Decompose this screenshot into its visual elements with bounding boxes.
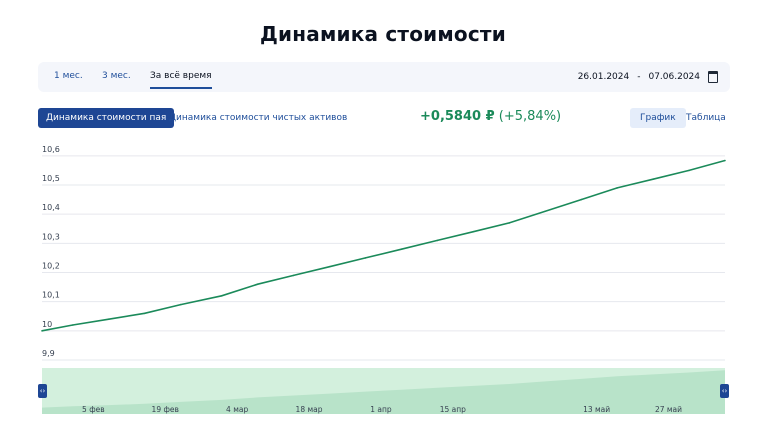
x-tick-label: 1 апр [370,405,392,414]
change-absolute: +0,5840 ₽ [420,109,495,124]
data-point [41,330,43,332]
change-percent: (+5,84%) [498,109,562,124]
navigator-left-handle[interactable]: ‹› [38,384,47,398]
chart-view-button[interactable]: График [630,108,686,128]
data-point [256,283,259,285]
date-from[interactable]: 26.01.2024 [577,72,630,82]
y-tick-label: 9,9 [42,349,55,358]
y-tick-label: 10,3 [42,232,60,241]
data-point [328,265,331,268]
data-point [107,318,110,320]
x-tick-label: 27 май [655,405,682,414]
data-point [544,210,547,213]
y-tick-label: 10,6 [42,145,60,154]
period-bar: 1 мес. 3 мес. За всё время 26.01.2024 - … [38,62,730,92]
x-tick-label: 15 апр [440,405,466,414]
navigator-series [42,370,725,414]
y-tick-label: 10,5 [42,174,60,183]
table-view-button[interactable]: Таблица [686,113,726,123]
data-point [72,324,74,326]
data-point [436,239,439,242]
data-point [179,303,182,306]
net-assets-button[interactable]: Динамика стоимости чистых активов [169,113,348,123]
date-separator: - [637,72,641,82]
x-tick-label: 4 мар [226,405,248,414]
x-tick-label: 18 мар [296,405,323,414]
y-tick-label: 10,4 [42,203,60,212]
calendar-icon[interactable] [708,71,718,83]
date-range-picker[interactable]: 26.01.2024 - 07.06.2024 [578,71,718,83]
y-tick-label: 10,1 [42,291,60,300]
data-point [724,159,726,162]
y-tick-label: 10,2 [42,262,60,271]
page-title: Динамика стоимости [260,22,506,46]
x-tick-label: 19 фев [152,405,179,414]
data-point [400,248,403,250]
navigator-right-handle[interactable]: ‹› [720,384,729,398]
y-tick-label: 10 [42,320,52,329]
x-tick-label: 13 май [583,405,610,414]
tab-1-month[interactable]: 1 мес. [54,71,83,81]
data-point [688,169,690,172]
data-point [508,222,511,224]
data-point [652,178,654,180]
data-point [472,230,475,233]
price-change: +0,5840 ₽ (+5,84%) [420,109,561,124]
date-to[interactable]: 07.06.2024 [648,72,700,82]
data-point [143,312,146,315]
tab-3-months[interactable]: 3 мес. [102,71,131,81]
x-tick-label: 5 фев [82,405,105,414]
data-point [364,257,367,259]
data-point [580,198,583,201]
data-point [292,274,295,277]
data-point [220,295,223,297]
tab-all-time[interactable]: За всё время [150,71,212,89]
unit-price-button[interactable]: Динамика стоимости пая [38,108,175,128]
data-point [616,187,618,189]
price-series-line [41,159,726,332]
